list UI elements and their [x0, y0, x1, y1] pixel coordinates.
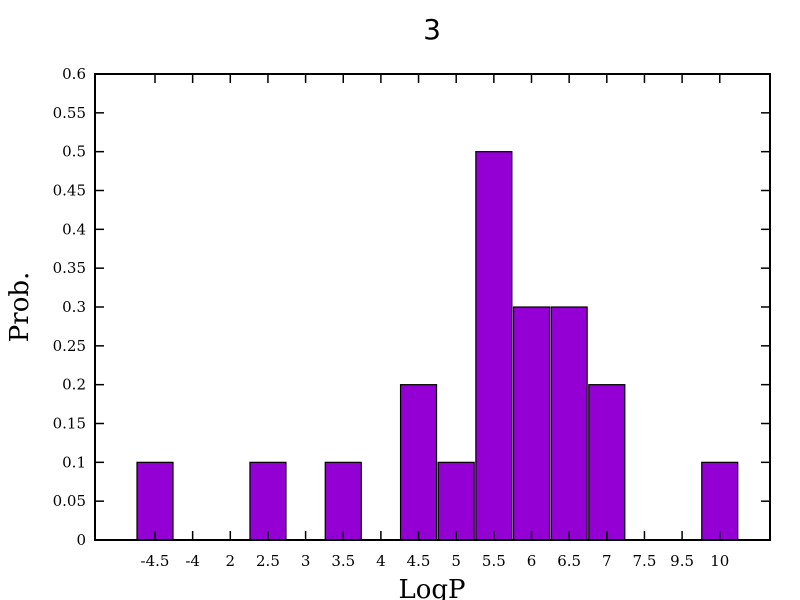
y-tick-label-12: 0.6	[62, 65, 86, 83]
x-tick-label-13: 7.5	[633, 552, 657, 570]
bar-5	[324, 461, 362, 541]
bar-0	[136, 461, 174, 541]
x-tick-label-14: 9.5	[670, 552, 694, 570]
plot-frame	[94, 73, 771, 541]
x-tick-label-15: 10	[710, 552, 729, 570]
bar-15	[701, 461, 739, 541]
y-tick-label-10: 0.5	[62, 143, 86, 161]
bars-group	[136, 151, 739, 541]
x-tick-label-6: 4	[376, 552, 386, 570]
y-tick-label-8: 0.4	[62, 220, 86, 238]
y-axis-label: Prob.	[5, 272, 35, 342]
x-tick-label-5: 3.5	[331, 552, 355, 570]
y-tick-label-1: 0.05	[53, 492, 86, 510]
y-tick-label-0: 0	[76, 531, 86, 549]
bar-12	[588, 384, 626, 541]
x-tick-label-8: 5	[451, 552, 461, 570]
chart-title: 3	[423, 13, 441, 46]
y-tick-label-2: 0.1	[62, 453, 86, 471]
y-tick-label-5: 0.25	[53, 337, 86, 355]
bar-9	[475, 151, 513, 541]
x-tick-label-2: 2	[226, 552, 236, 570]
bar-8	[437, 461, 475, 541]
y-tick-label-4: 0.2	[62, 376, 86, 394]
bar-10	[512, 306, 551, 541]
y-tick-label-11: 0.55	[53, 104, 86, 122]
x-axis-label: LogP	[398, 575, 465, 600]
bar-7	[399, 384, 438, 541]
y-tick-label-9: 0.45	[53, 182, 86, 200]
x-tick-label-9: 5.5	[482, 552, 506, 570]
x-tick-label-7: 4.5	[407, 552, 431, 570]
bar-3	[249, 461, 287, 541]
x-tick-label-10: 6	[527, 552, 537, 570]
x-tick-label-1: -4	[185, 552, 200, 570]
x-tick-label-12: 7	[602, 552, 612, 570]
tick-labels-group: -4.5 -4 2 2.5 3 3.5 4 4.5 5 5.5 6 6.5 7 7.5 9.5 10 0 0.05…	[53, 65, 730, 570]
bar-11	[550, 306, 588, 541]
ticks-group	[95, 73, 770, 541]
y-tick-label-7: 0.35	[53, 259, 86, 277]
y-tick-label-3: 0.15	[53, 415, 86, 433]
x-tick-label-3: 2.5	[256, 552, 280, 570]
y-tick-label-6: 0.3	[62, 298, 86, 316]
x-tick-label-4: 3	[301, 552, 311, 570]
x-tick-label-11: 6.5	[557, 552, 581, 570]
x-tick-label-0: -4.5	[141, 552, 170, 570]
